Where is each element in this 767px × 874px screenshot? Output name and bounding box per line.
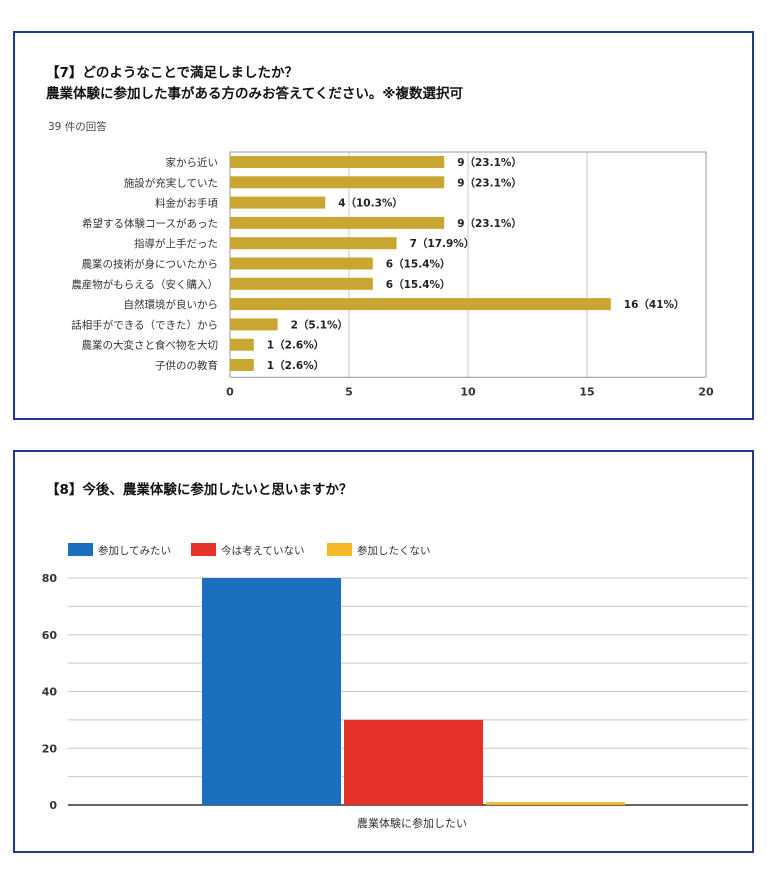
bar bbox=[230, 176, 445, 189]
bar bbox=[230, 257, 373, 270]
q8-title: 【8】今後、農業体験に参加したいと思いますか？ bbox=[46, 482, 353, 498]
bar bbox=[230, 237, 397, 250]
category-label: 農業体験に参加したい bbox=[357, 816, 467, 830]
bar-value-label: 9（23.1%） bbox=[457, 176, 522, 189]
category-label: 指導が上手だった bbox=[134, 237, 218, 250]
bar bbox=[230, 277, 373, 290]
q7-bar-chart: 0 5 10 15 20 家から近い 9（23.1%） 施設が充実していた 9（23.1%） 料金… bbox=[71, 151, 714, 398]
category-label: 家から近い bbox=[166, 156, 219, 169]
q7-response-count: 39 件の回答 bbox=[48, 121, 107, 133]
bar-value-label: 1（2.6%） bbox=[267, 339, 324, 352]
x-tick-label: 5 bbox=[345, 385, 353, 398]
y-tick-label: 60 bbox=[42, 629, 58, 642]
category-label: 施設が充実していた bbox=[124, 176, 218, 189]
y-tick-label: 20 bbox=[42, 742, 58, 755]
bar-value-label: 6（15.4%） bbox=[386, 258, 451, 271]
q7-title-line1: 【7】どのようなことで満足しましたか？ bbox=[46, 65, 298, 81]
bar bbox=[486, 802, 625, 805]
bar bbox=[230, 318, 278, 331]
bar-value-label: 2（5.1%） bbox=[291, 318, 348, 331]
bar-value-label: 7（17.9%） bbox=[410, 237, 475, 250]
bar bbox=[230, 196, 326, 209]
legend-swatch bbox=[191, 543, 216, 556]
x-tick-label: 0 bbox=[226, 385, 234, 398]
legend-label: 参加したくない bbox=[357, 544, 431, 557]
q7-panel: 【7】どのようなことで満足しましたか？ 農業体験に参加した事がある方のみお答えて… bbox=[13, 31, 754, 420]
x-tick-label: 10 bbox=[460, 385, 476, 398]
bar bbox=[202, 578, 341, 805]
category-label: 農業の大変さと食べ物を大切 bbox=[82, 339, 219, 352]
bar-value-label: 9（23.1%） bbox=[457, 217, 522, 230]
bar bbox=[230, 298, 611, 311]
bar-value-label: 6（15.4%） bbox=[386, 278, 451, 291]
y-tick-label: 40 bbox=[42, 686, 58, 699]
bar bbox=[230, 338, 254, 351]
y-tick-label: 0 bbox=[49, 799, 57, 812]
category-label: 農業の技術が身についたから bbox=[82, 258, 219, 271]
y-tick-label: 80 bbox=[42, 572, 58, 585]
x-tick-label: 15 bbox=[579, 385, 594, 398]
bar bbox=[230, 216, 445, 229]
legend-label: 今は考えていない bbox=[221, 544, 304, 557]
legend-swatch bbox=[327, 543, 352, 556]
bar bbox=[230, 156, 445, 168]
bar-value-label: 9（23.1%） bbox=[457, 156, 522, 169]
category-label: 子供のの教育 bbox=[155, 359, 218, 372]
bar bbox=[344, 719, 483, 805]
bar-value-label: 1（2.6%） bbox=[267, 359, 324, 372]
legend-label: 参加してみたい bbox=[98, 544, 171, 557]
category-label: 話相手ができる（できた）から bbox=[71, 318, 218, 331]
category-label: 料金がお手頃 bbox=[155, 197, 218, 210]
bar bbox=[230, 359, 254, 371]
category-label: 自然環境が良いから bbox=[124, 298, 219, 311]
q7-title-line2: 農業体験に参加した事がある方のみお答えてください。※複数選択可 bbox=[46, 86, 464, 102]
q8-panel: 【8】今後、農業体験に参加したいと思いますか？ 参加してみたい 今は考えていない参… bbox=[13, 450, 754, 853]
legend-swatch bbox=[68, 543, 93, 556]
category-label: 希望する体験コースがあった bbox=[82, 217, 218, 230]
bar-value-label: 16（41%） bbox=[624, 298, 685, 311]
x-tick-label: 20 bbox=[698, 385, 714, 398]
q8-bar-chart: 参加してみたい 今は考えていない 参加したくない 0 20 40 60 80 農業体験に参加した… bbox=[42, 543, 748, 830]
category-label: 農産物がもらえる（安く購入） bbox=[71, 278, 218, 291]
bar-value-label: 4（10.3%） bbox=[338, 197, 403, 210]
